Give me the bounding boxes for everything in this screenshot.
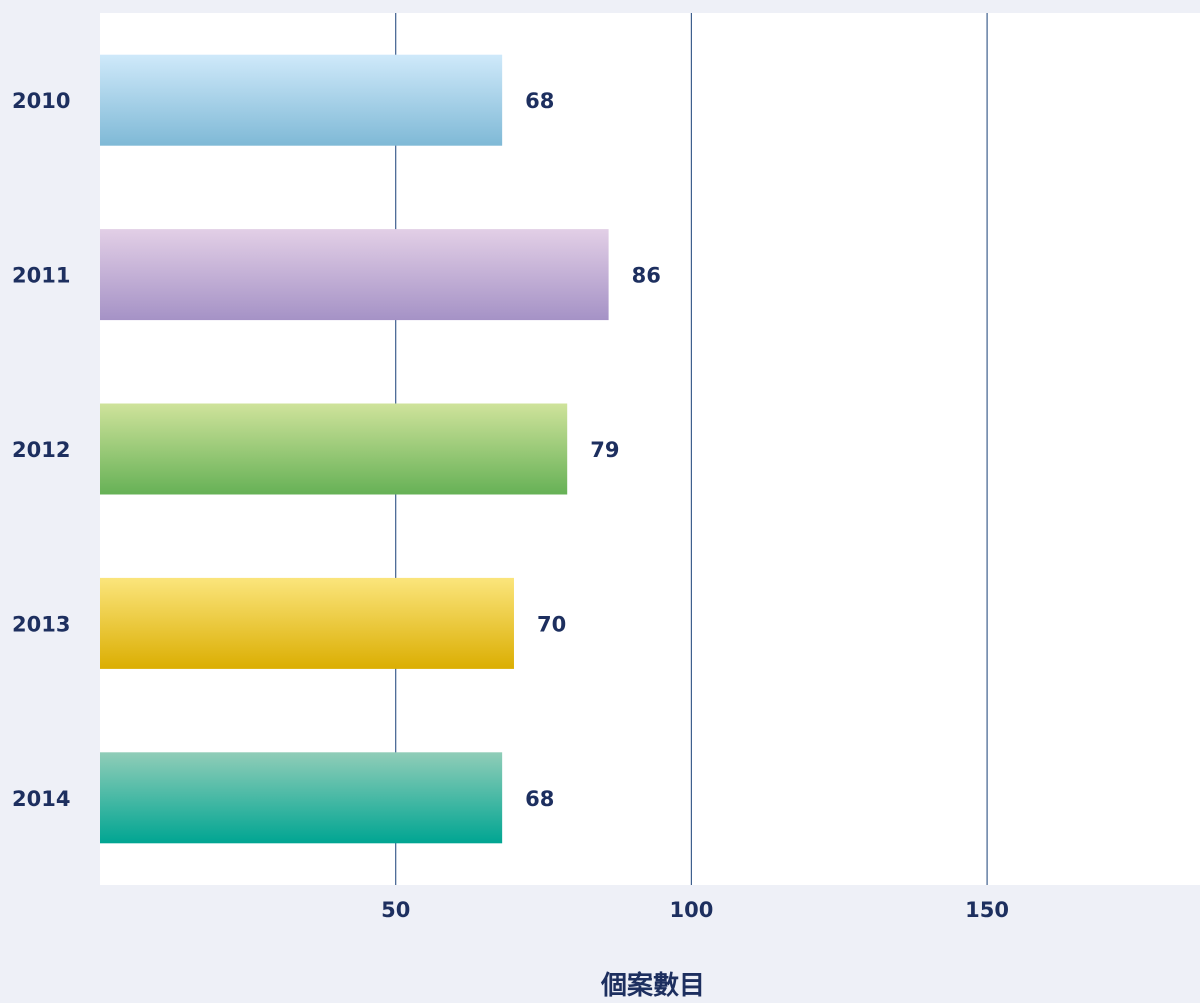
value-label: 70 — [537, 612, 566, 636]
bars — [100, 54, 609, 844]
bar-2013 — [100, 577, 514, 669]
y-tick-label: 2010 — [12, 89, 70, 113]
y-tick-label: 2014 — [12, 787, 70, 811]
y-tick-label: 2013 — [12, 612, 70, 636]
value-labels: 68 86 79 70 68 — [525, 89, 661, 811]
y-tick-label: 2011 — [12, 264, 70, 288]
x-axis-title: 個案數目 — [600, 970, 705, 1001]
value-label: 68 — [525, 787, 554, 811]
bar-2014 — [100, 752, 503, 844]
value-label: 79 — [590, 438, 619, 462]
x-axis-ticks: 50 100 150 — [381, 898, 1009, 922]
y-axis-ticks: 2010 2011 2012 2013 2014 — [12, 89, 70, 811]
bar-2010 — [100, 54, 503, 146]
value-label: 86 — [632, 264, 661, 288]
y-tick-label: 2012 — [12, 438, 70, 462]
x-tick-label: 150 — [965, 898, 1009, 922]
bar-2011 — [100, 229, 609, 321]
value-label: 68 — [525, 89, 554, 113]
x-tick-label: 50 — [381, 898, 410, 922]
x-tick-label: 100 — [669, 898, 713, 922]
bar-2012 — [100, 403, 568, 495]
